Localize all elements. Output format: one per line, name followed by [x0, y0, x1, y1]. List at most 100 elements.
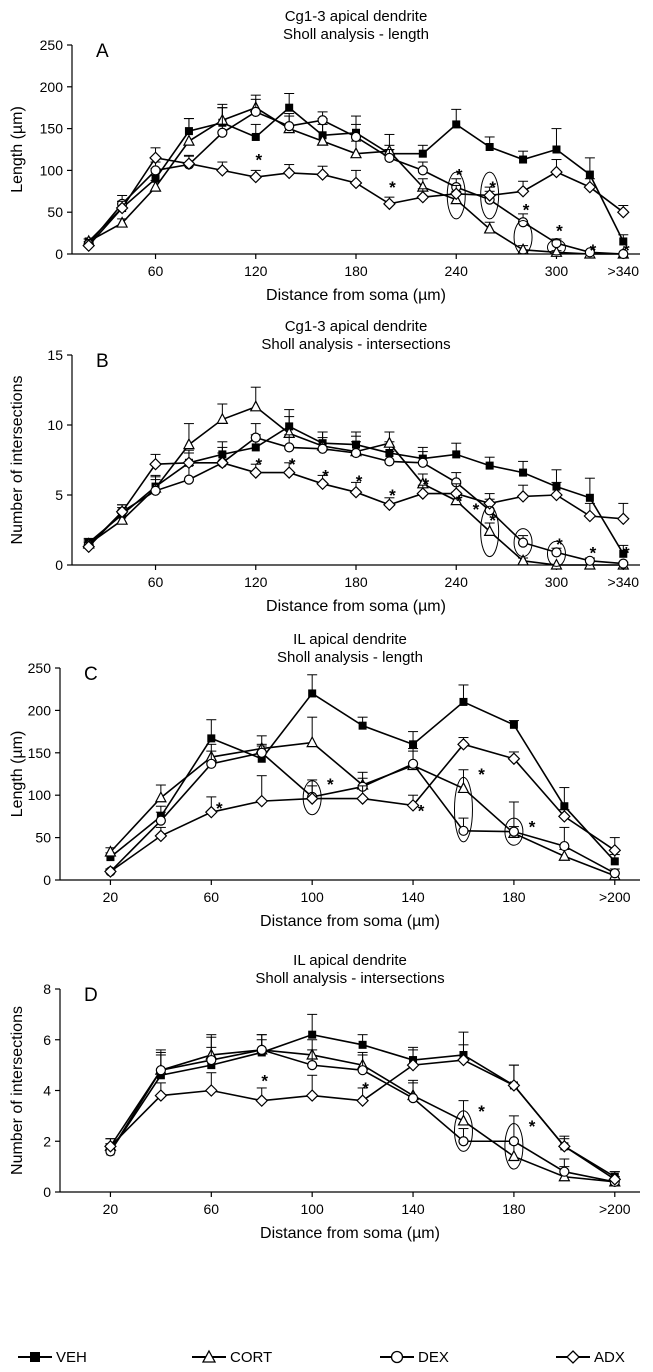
data-point-veh [409, 740, 418, 749]
x-tick-label: 60 [204, 1201, 220, 1217]
data-point-dex [350, 447, 362, 459]
data-point-cort [483, 524, 496, 537]
data-point-adx [356, 1094, 369, 1107]
data-point-veh [585, 493, 594, 502]
x-tick-label: 20 [103, 889, 119, 905]
significance-asterisk: * [327, 775, 334, 794]
data-point-dex [384, 456, 395, 467]
data-point-adx [349, 485, 363, 499]
x-tick-label: 100 [300, 1201, 324, 1217]
series-adx [104, 737, 622, 878]
data-point-adx [249, 466, 263, 479]
x-axis-label: Distance from soma (µm) [266, 598, 446, 615]
series-adx [82, 452, 630, 554]
data-point-veh [207, 734, 216, 743]
data-point-adx [516, 490, 530, 503]
data-point-adx [449, 487, 463, 500]
circled-point [453, 776, 473, 843]
data-point-adx [182, 157, 196, 171]
significance-asterisk: * [623, 241, 630, 260]
data-point-dex [183, 474, 195, 485]
data-point-adx [383, 197, 396, 211]
circled-point [504, 817, 524, 846]
data-point-adx [216, 456, 229, 470]
x-tick-label: 100 [300, 889, 324, 905]
data-point-dex [150, 165, 161, 176]
y-axis-label: Number of intersections [9, 1006, 26, 1175]
data-point-adx [104, 1139, 117, 1153]
data-point-adx [416, 487, 430, 500]
significance-asterisk: * [478, 765, 485, 784]
data-point-veh [519, 155, 528, 164]
x-tick-label: 20 [103, 1201, 119, 1217]
x-tick-label: 240 [445, 263, 469, 279]
data-point-cort [306, 735, 319, 748]
data-point-dex [284, 442, 295, 453]
y-tick-label: 8 [43, 981, 51, 997]
data-point-cort [483, 222, 496, 234]
data-point-dex [150, 485, 161, 496]
data-point-veh [552, 145, 561, 154]
data-point-adx [457, 737, 470, 751]
x-tick-label: 120 [244, 574, 268, 590]
legend-cort-marker [201, 1349, 217, 1363]
x-tick-label: 60 [204, 889, 220, 905]
data-point-cort [116, 216, 129, 228]
data-point-adx [516, 184, 530, 198]
data-point-dex [155, 815, 166, 826]
data-point-cort [154, 790, 167, 803]
data-point-adx [115, 201, 129, 215]
data-point-adx [616, 512, 630, 526]
data-point-adx [282, 466, 296, 479]
y-tick-label: 100 [40, 162, 64, 178]
legend-item-adx: ADX [556, 1349, 625, 1366]
data-point-adx [416, 190, 430, 204]
data-point-adx [406, 1058, 420, 1072]
data-point-adx [249, 170, 263, 184]
y-tick-label: 4 [43, 1083, 51, 1099]
data-point-dex [307, 1060, 318, 1071]
chart-title: IL apical dendrite [293, 952, 407, 969]
data-point-dex [256, 1044, 267, 1056]
data-point-dex [206, 758, 217, 769]
data-point-dex [384, 152, 395, 163]
chart-subtitle: Sholl analysis - intersections [261, 336, 450, 353]
y-axis-label: Number of intersections [9, 376, 26, 545]
data-point-dex [517, 537, 529, 548]
data-point-dex [155, 1065, 166, 1076]
legend-dex-marker [390, 1350, 404, 1364]
y-tick-label: 6 [43, 1032, 51, 1048]
data-point-adx [204, 1084, 218, 1097]
data-point-adx [255, 794, 269, 808]
data-point-veh [106, 853, 115, 862]
legend-veh-marker [30, 1352, 40, 1362]
data-point-veh [358, 1040, 367, 1049]
data-point-dex [250, 432, 261, 443]
data-point-veh [619, 549, 628, 558]
x-tick-label: 120 [244, 263, 268, 279]
panel-letter: C [84, 664, 98, 685]
data-point-veh [452, 120, 461, 129]
data-point-cort [104, 845, 117, 857]
data-point-dex [618, 248, 629, 260]
data-point-adx [383, 498, 396, 512]
data-point-adx [115, 505, 129, 519]
data-point-veh [585, 170, 594, 179]
y-tick-label: 100 [28, 787, 52, 803]
data-point-adx [216, 164, 229, 177]
data-point-cort [558, 849, 571, 861]
significance-asterisk: * [362, 1079, 369, 1098]
data-point-adx [182, 456, 196, 470]
x-tick-label: >340 [608, 574, 640, 590]
data-point-veh [485, 461, 494, 470]
significance-asterisk: * [456, 166, 463, 185]
significance-asterisk: * [261, 1071, 268, 1090]
significance-asterisk: * [423, 475, 430, 494]
y-tick-label: 10 [47, 417, 63, 433]
data-point-cort [517, 554, 530, 566]
circled-point [453, 1110, 473, 1152]
data-point-dex [609, 868, 620, 879]
data-point-veh [459, 697, 468, 706]
